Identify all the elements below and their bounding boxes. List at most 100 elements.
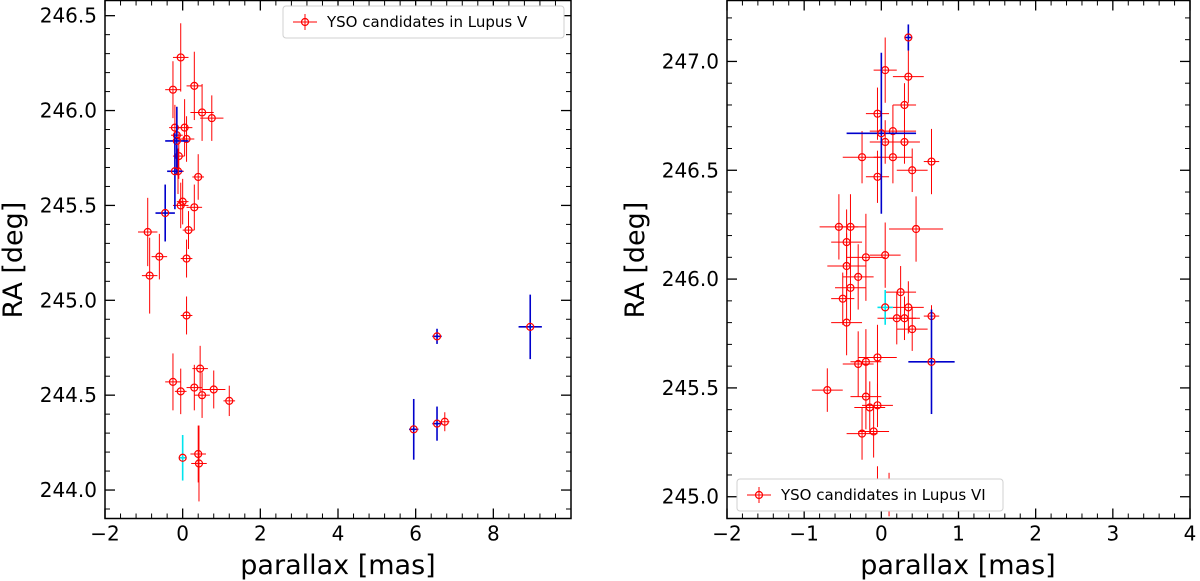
right-point-red [889, 196, 944, 262]
point-marker [194, 449, 203, 459]
left-point-red [190, 425, 206, 483]
right-point-blue [908, 309, 955, 415]
point-marker [877, 129, 886, 138]
point-marker [904, 72, 913, 81]
left-point-blue [165, 106, 189, 176]
left-panel: −2 0 2 4 6 8 244.0 244.5 245.0 245.5 246.0 246.5 YS… [0, 0, 572, 581]
right-point-red [869, 222, 901, 288]
right-point-red [873, 131, 913, 184]
point-marker [409, 425, 418, 434]
point-marker [143, 227, 152, 237]
point-marker [908, 325, 917, 334]
left-point-blue [409, 398, 419, 460]
left-legend: YSO candidates in Lupus V [282, 5, 565, 39]
point-marker [182, 311, 191, 320]
point-marker [846, 283, 855, 292]
point-marker [900, 100, 909, 110]
point-marker [180, 123, 189, 132]
point-marker [172, 136, 181, 146]
point-marker [908, 166, 917, 175]
point-marker [170, 167, 179, 176]
left-point-blue [167, 133, 183, 210]
right-point-red [846, 407, 878, 460]
right-point-red [889, 296, 920, 341]
right-legend: YSO candidates in Lupus VI [736, 478, 1004, 512]
right-point-cyan [877, 289, 893, 325]
point-marker [194, 172, 203, 182]
right-y-axis-label: RA [deg] [620, 202, 651, 319]
right-legend-box [736, 478, 1004, 512]
left-point-red [151, 233, 168, 280]
left-point-red [190, 83, 214, 141]
left-y-tick-label: 245.5 [40, 193, 97, 217]
right-x-tick-label: 1 [952, 522, 965, 546]
point-marker [854, 359, 863, 369]
left-point-red [191, 425, 207, 502]
point-marker [196, 364, 205, 373]
left-point-red [180, 239, 193, 278]
point-marker [432, 419, 442, 428]
left-x-tick-label: −2 [90, 522, 119, 546]
point-marker [197, 391, 207, 400]
right-point-red [892, 281, 924, 334]
point-marker [209, 385, 218, 394]
left-point-red [172, 23, 189, 92]
left-point-red [174, 368, 187, 415]
right-point-red [835, 255, 866, 321]
point-marker [842, 318, 851, 327]
left-point-red [186, 184, 203, 231]
point-marker [911, 224, 921, 234]
point-marker [225, 396, 234, 405]
point-marker [881, 303, 890, 312]
left-point-red [192, 345, 208, 392]
left-legend-label: YSO candidates in Lupus V [326, 13, 528, 31]
right-point-red [846, 213, 886, 301]
right-point-red [892, 83, 917, 127]
point-marker [823, 385, 832, 395]
point-marker [197, 108, 207, 117]
right-legend-label: YSO candidates in Lupus VI [780, 486, 986, 504]
point-marker [145, 271, 154, 280]
right-x-tick-label: 2 [1029, 522, 1042, 546]
left-point-blue [518, 294, 542, 360]
left-y-tick-label: 246.0 [40, 99, 97, 123]
right-point-red [923, 128, 940, 195]
left-point-cyan [178, 435, 187, 481]
left-y-axis-label: RA [deg] [0, 202, 29, 319]
left-point-blue [432, 328, 442, 344]
left-point-red [223, 385, 236, 417]
left-point-blue [432, 406, 442, 441]
point-marker [927, 357, 936, 366]
right-data-points [811, 24, 955, 517]
left-x-axis-label: parallax [mas] [240, 550, 435, 581]
point-marker [900, 314, 909, 323]
point-marker [854, 272, 863, 282]
point-marker [526, 322, 535, 331]
right-point-blue [846, 52, 917, 214]
point-marker [927, 157, 936, 166]
right-point-red [858, 405, 890, 458]
point-marker [168, 377, 178, 386]
left-x-tick-label: 2 [254, 522, 267, 546]
point-marker [190, 383, 199, 392]
left-point-red [138, 197, 158, 267]
right-point-red [885, 266, 917, 319]
point-marker [182, 254, 191, 263]
point-marker [161, 208, 170, 218]
right-x-tick-label: −1 [789, 522, 818, 546]
right-y-tick-label: 247.0 [662, 49, 719, 73]
point-marker [155, 252, 164, 261]
left-point-red [182, 211, 195, 250]
right-y-tick-label: 245.0 [662, 485, 719, 509]
point-marker [194, 459, 204, 468]
right-legend-marker [747, 487, 771, 503]
right-y-tick-label: 246.5 [662, 158, 719, 182]
point-marker [869, 427, 878, 436]
point-marker [873, 353, 882, 362]
left-legend-box [282, 5, 565, 39]
right-y-tick-label: 245.5 [662, 376, 719, 400]
left-point-red [192, 154, 205, 200]
right-point-red [835, 194, 866, 260]
point-marker [176, 53, 185, 62]
